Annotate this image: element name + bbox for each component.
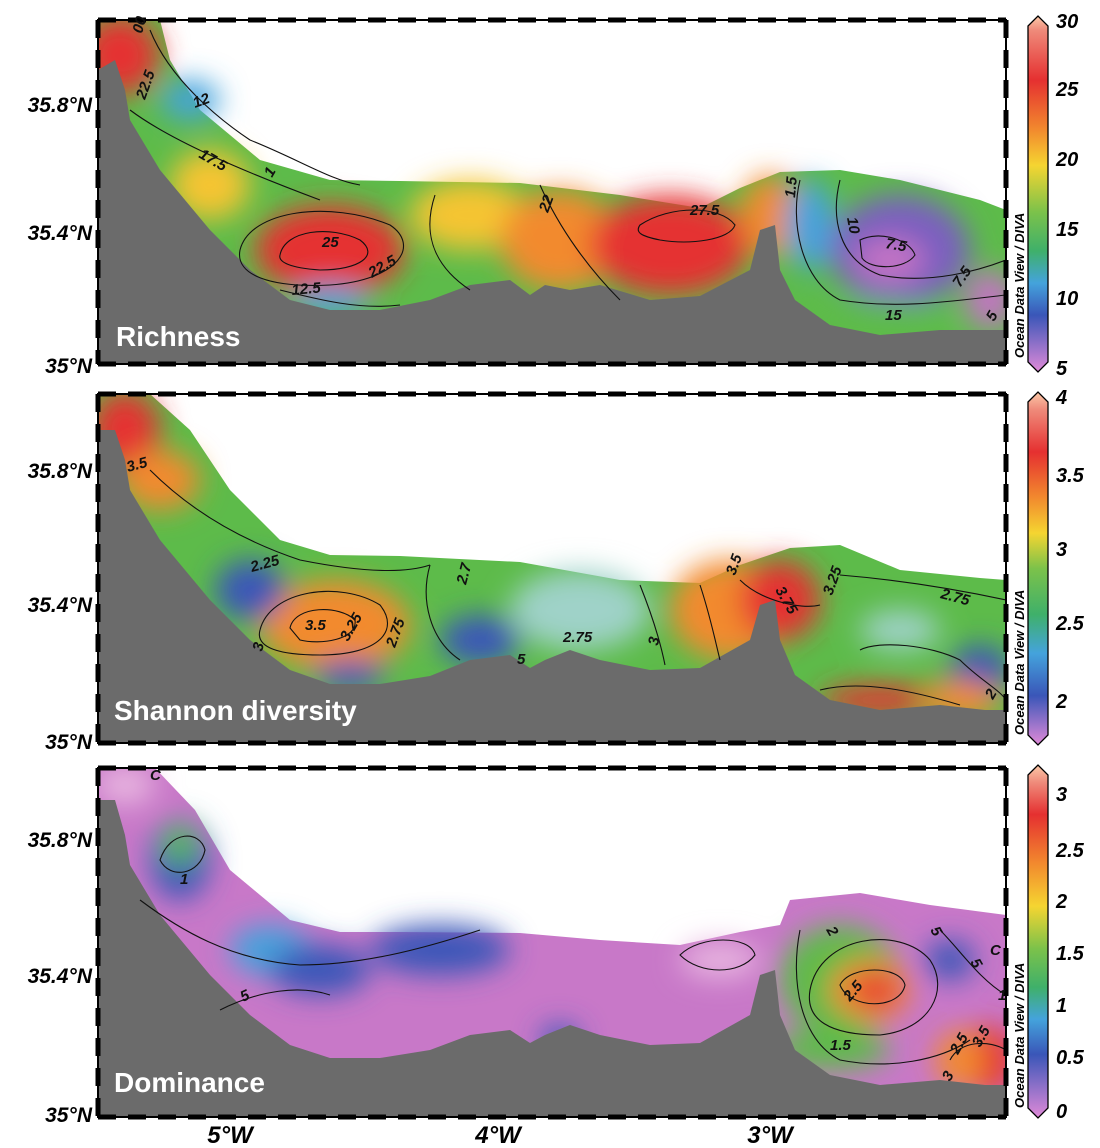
colorbar-credit: Ocean Data View / DIVA: [1012, 590, 1027, 735]
colorbar-tick: 20: [1055, 149, 1078, 171]
colorbar-tick: 3.5: [1056, 465, 1085, 487]
panel-dominance: C 1 5 2 5 5 C 2.5 1.5 2.5 3.5 3 1 Domina…: [28, 764, 1085, 1127]
y-tick-label: 35.8°N: [28, 94, 93, 117]
colorbar-tick: 2: [1055, 691, 1067, 713]
shannon-panel-label: Shannon diversity: [114, 695, 357, 726]
dominance-contour-label: C: [990, 942, 1002, 959]
colorbar-tick: 10: [1056, 288, 1078, 310]
x-tick-label: 5°W: [207, 1122, 255, 1148]
land-richness: [98, 60, 1006, 364]
dominance-contour-label: C: [150, 767, 162, 784]
dominance-colorbar: Ocean Data View / DIVA 3 2.5 2 1.5 1 0.5…: [1012, 764, 1085, 1123]
colorbar-credit: Ocean Data View / DIVA: [1012, 213, 1027, 358]
colorbar-credit: Ocean Data View / DIVA: [1012, 963, 1027, 1108]
land-dominance: [98, 800, 1006, 1117]
x-axis: 5°W 4°W 3°W: [207, 1122, 795, 1148]
richness-contours: [129, 29, 1006, 307]
colorbar-tick: 4: [1055, 387, 1067, 409]
colorbar-tick: 3: [1056, 784, 1067, 806]
y-tick-label: 35.8°N: [28, 829, 93, 852]
x-tick-label: 4°W: [474, 1122, 523, 1148]
shannon-contour-label: 3.5: [305, 617, 327, 634]
land-shannon: [98, 430, 1006, 743]
colorbar-tick: 2.5: [1055, 840, 1085, 862]
dominance-contour-label: 1: [998, 987, 1006, 1004]
dominance-panel-label: Dominance: [114, 1067, 265, 1098]
richness-contour-label: 1.5: [782, 175, 801, 198]
richness-contour-label: 10: [843, 216, 863, 236]
x-tick-label: 3°W: [747, 1122, 795, 1148]
shannon-contour-label: 3.5: [125, 454, 150, 476]
richness-contour-label: 22: [535, 192, 557, 215]
colorbar-tick: 2: [1055, 891, 1067, 913]
colorbar-tick: 0.5: [1056, 1047, 1085, 1069]
colorbar-tick: 15: [1056, 219, 1079, 241]
colorbar-tick: 1: [1056, 995, 1067, 1017]
colorbar-tick: 3: [1056, 539, 1067, 561]
shannon-contour-label: 3.5: [723, 551, 746, 577]
richness-contour-label: 25: [321, 234, 339, 251]
panel-shannon-diversity: 3.5 2.25 2.7 3.5 3.75 3.25 2.75 3.5 3.25…: [28, 387, 1085, 754]
richness-panel-label: Richness: [116, 321, 241, 352]
dominance-tick-border: [95, 765, 1009, 1120]
y-tick-label: 35°N: [45, 1104, 93, 1127]
y-tick-label: 35.8°N: [28, 460, 93, 483]
richness-contour-label: 7.5: [884, 235, 908, 255]
shannon-colorbar: Ocean Data View / DIVA 4 3.5 3 2.5 2: [1012, 387, 1085, 746]
colorbar-tick: 0: [1056, 1101, 1067, 1123]
y-tick-label: 35°N: [45, 731, 93, 754]
y-tick-label: 35°N: [45, 355, 93, 378]
richness-colorbar: Ocean Data View / DIVA 30 25 20 15 10 5: [1012, 11, 1079, 380]
shannon-contour-label: 2.75: [562, 629, 593, 646]
dominance-contour-label: 1.5: [830, 1037, 852, 1054]
colorbar-tick: 2.5: [1055, 613, 1085, 635]
shannon-contour-label: 5: [517, 651, 526, 668]
richness-contour-label: 00: [129, 14, 150, 35]
shannon-contour-label: 2.7: [453, 561, 475, 587]
colorbar-tick: 5: [1056, 358, 1068, 380]
shannon-tick-border: [95, 391, 1009, 746]
panel-richness: 00 22.5 12 17.5 1 22 27.5 1.5 10 7.5 7.5…: [28, 11, 1080, 380]
colorbar-tick: 25: [1055, 79, 1079, 101]
richness-contour-label: 27.5: [689, 202, 720, 219]
richness-tick-border: [95, 17, 1009, 367]
y-tick-label: 35.4°N: [28, 594, 93, 617]
richness-contour-label: 15: [885, 307, 902, 324]
richness-contour-label: 12.5: [291, 279, 322, 299]
y-tick-label: 35.4°N: [28, 222, 93, 245]
shannon-contour-label: 3: [645, 635, 663, 647]
richness-contour-label: 12: [191, 90, 213, 112]
shannon-contours: [149, 469, 1006, 706]
dominance-contour-label: 1: [180, 871, 188, 888]
dominance-contours: [139, 835, 1006, 1065]
y-tick-label: 35.4°N: [28, 965, 93, 988]
colorbar-tick: 30: [1056, 11, 1078, 33]
colorbar-tick: 1.5: [1056, 943, 1085, 965]
